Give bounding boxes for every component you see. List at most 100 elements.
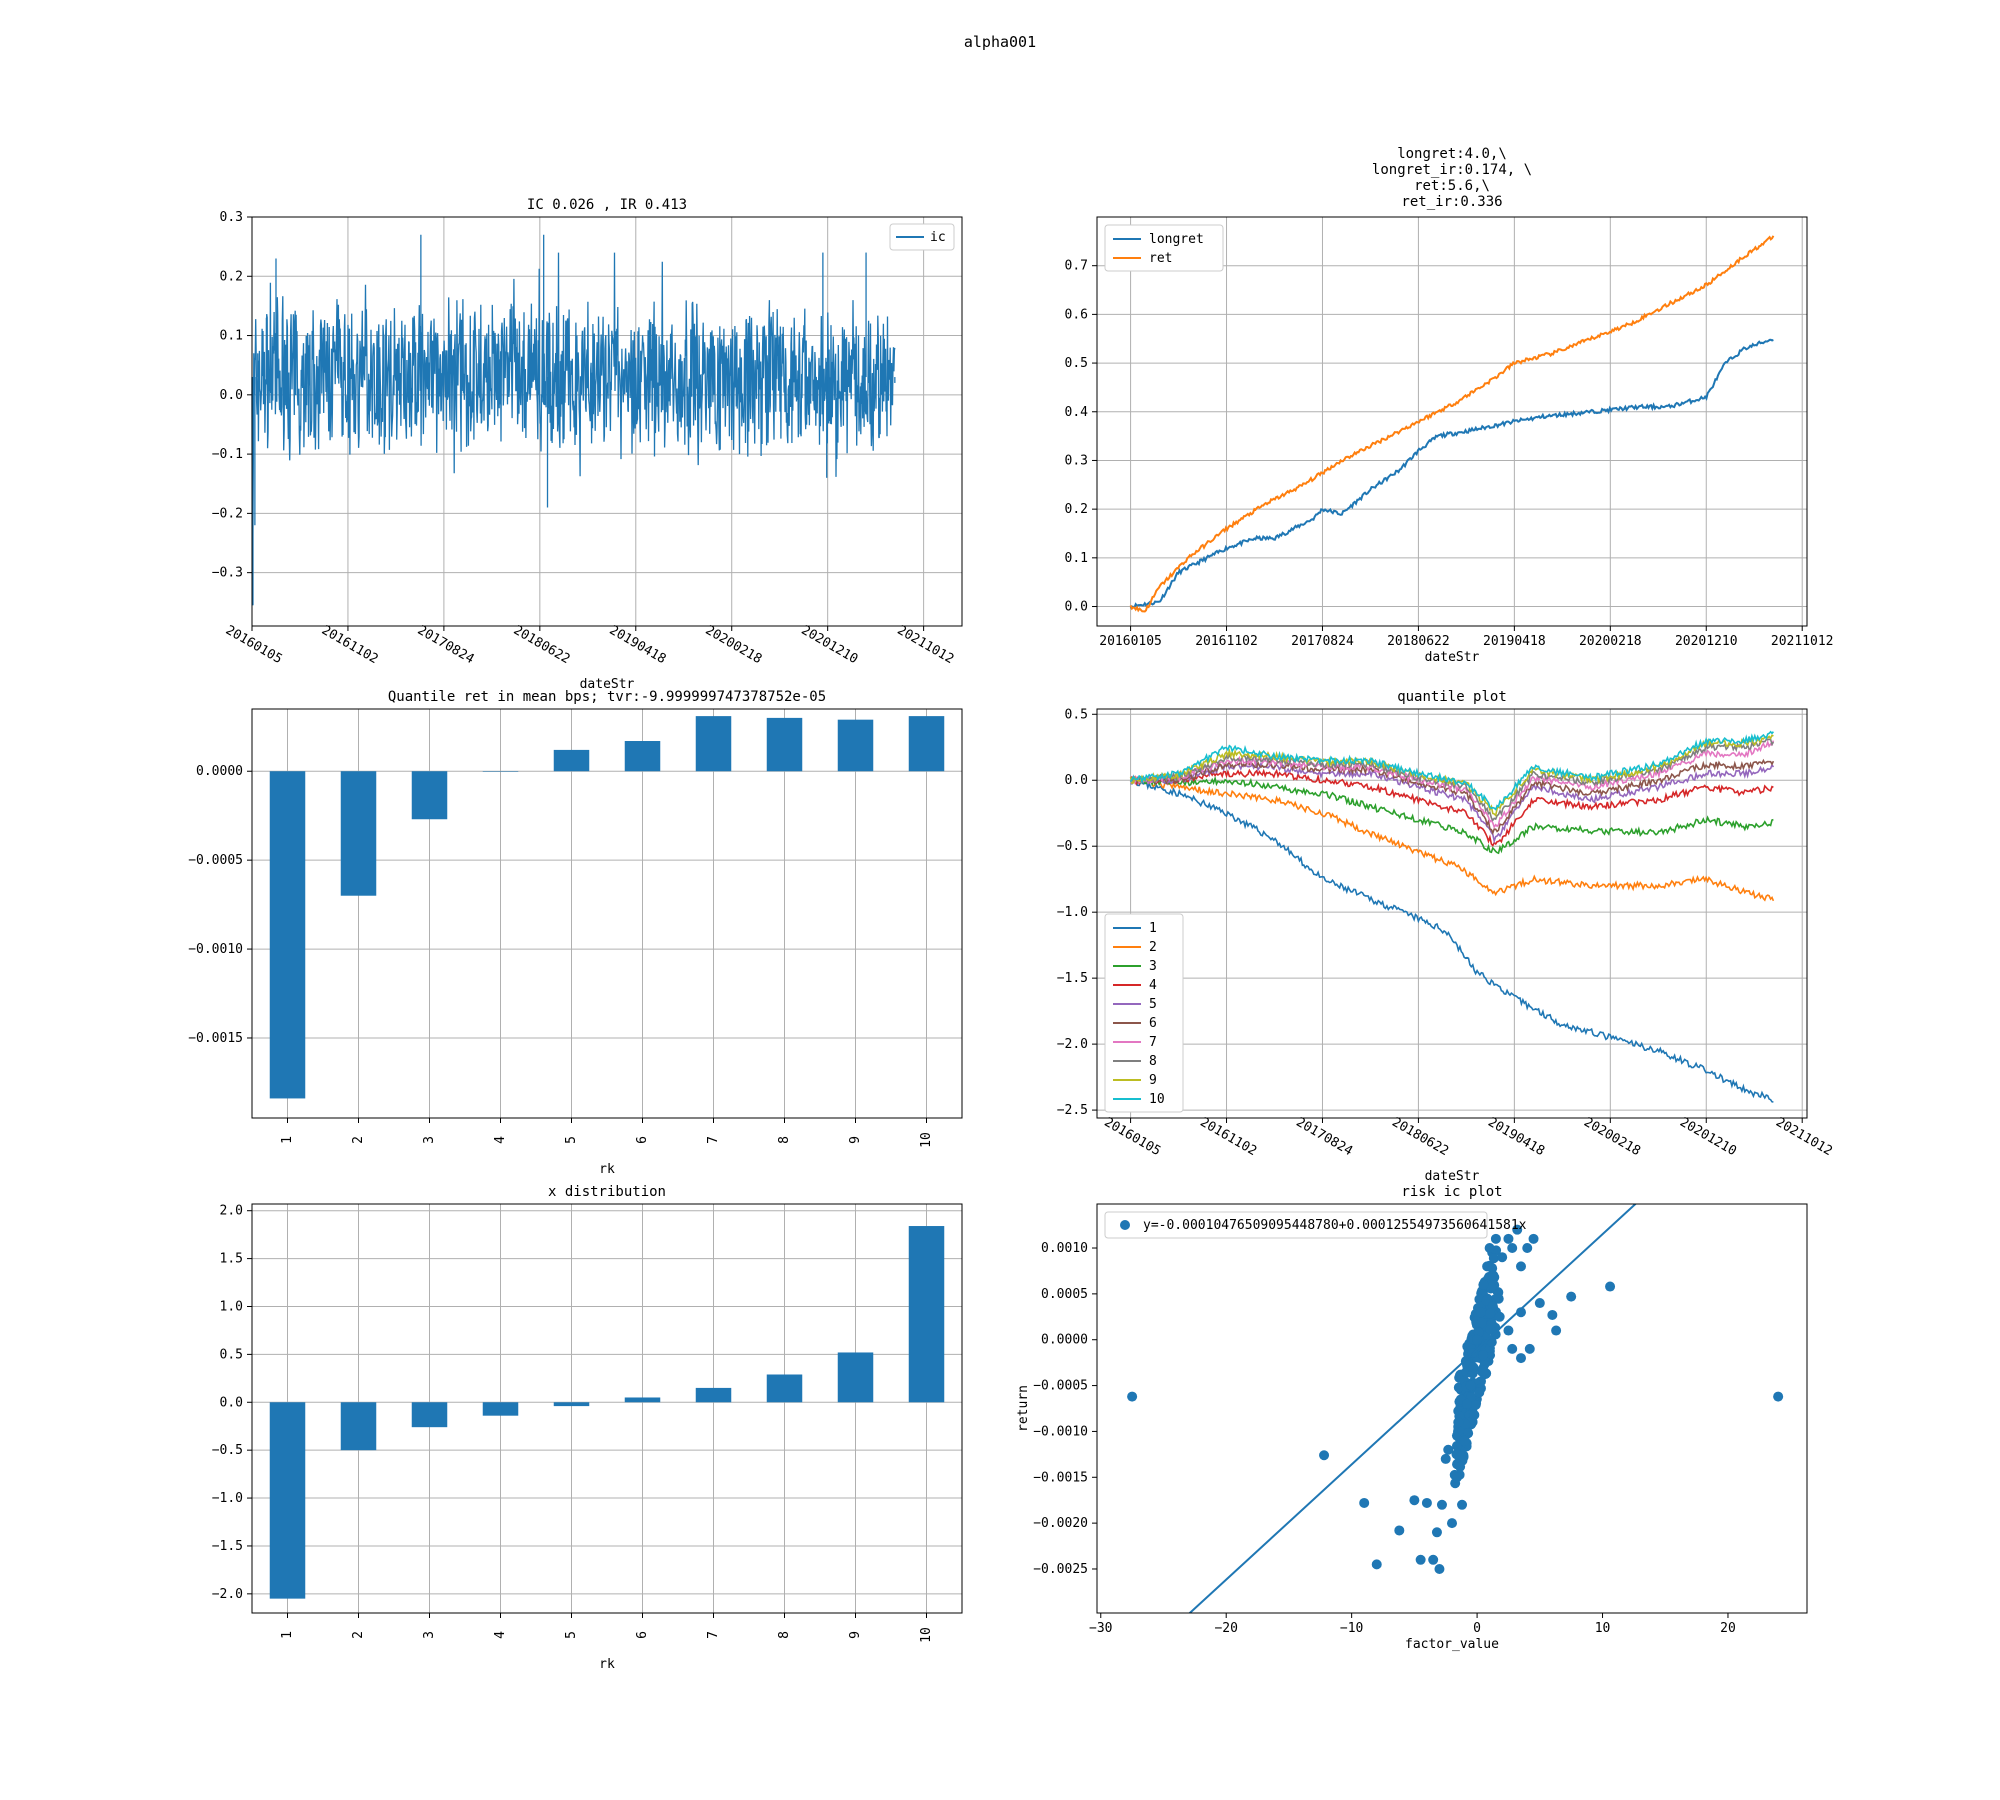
x-tick-label: 20170824 bbox=[1293, 1115, 1355, 1159]
x-axis-label: factor_value bbox=[1405, 1637, 1499, 1652]
legend-label: 6 bbox=[1149, 1016, 1157, 1031]
bar-rk-6 bbox=[624, 1397, 661, 1403]
legend-label: 4 bbox=[1149, 978, 1157, 993]
bar-rk-9 bbox=[837, 719, 874, 772]
legend-label: longret bbox=[1149, 232, 1204, 247]
scatter-point bbox=[1452, 1472, 1463, 1483]
chart-title: IC 0.026 , IR 0.413 bbox=[527, 197, 687, 213]
legend-label: 8 bbox=[1149, 1054, 1157, 1069]
scatter-point bbox=[1453, 1382, 1464, 1393]
x-tick-label: 8 bbox=[777, 1631, 792, 1639]
x-tick-label: 20200218 bbox=[1581, 1115, 1643, 1159]
scatter-point bbox=[1515, 1261, 1526, 1272]
axes-frame bbox=[251, 1203, 963, 1614]
x-tick-label: 4 bbox=[493, 1631, 508, 1639]
y-tick-label: 0.6 bbox=[1065, 307, 1088, 322]
x-tick-label: 20190418 bbox=[1485, 1115, 1547, 1159]
y-tick-label: 0.0 bbox=[1065, 600, 1088, 615]
scatter-point bbox=[1485, 1324, 1496, 1335]
y-tick-label: 0.2 bbox=[220, 269, 243, 284]
y-tick-label: −0.2 bbox=[212, 506, 243, 521]
x-tick-label: 20160105 bbox=[223, 623, 285, 667]
quantile-line-4 bbox=[1129, 768, 1774, 848]
scatter-point bbox=[1488, 1270, 1499, 1281]
scatter-point bbox=[1359, 1497, 1370, 1508]
y-tick-label: 0.4 bbox=[1065, 405, 1089, 420]
scatter-point bbox=[1453, 1417, 1464, 1428]
scatter-point bbox=[1490, 1233, 1501, 1244]
x-tick-label: 0 bbox=[1473, 1621, 1481, 1636]
scatter-point bbox=[1484, 1243, 1495, 1254]
x-tick-label: 20170824 bbox=[1291, 634, 1354, 649]
y-tick-label: 0.0010 bbox=[1041, 1241, 1088, 1256]
x-tick-label: 1 bbox=[280, 1631, 295, 1639]
bar-rk-5 bbox=[553, 749, 590, 772]
scatter-point bbox=[1528, 1233, 1539, 1244]
scatter-point bbox=[1459, 1435, 1470, 1446]
x-tick-label: 20200218 bbox=[703, 623, 765, 667]
y-tick-label: −0.0005 bbox=[188, 853, 243, 868]
bar-rk-8 bbox=[766, 717, 803, 772]
legend-label: ret bbox=[1149, 251, 1172, 266]
y-tick-label: 0.3 bbox=[220, 210, 243, 225]
scatter-point bbox=[1773, 1391, 1784, 1402]
risk-ic-scatter-chart: −30 −20 −10 0 10 20 −0.0025 −0.0020 −0.0015 −0.00… bbox=[1016, 1184, 1808, 1652]
x-tick-label: 20190418 bbox=[607, 623, 669, 667]
legend-box bbox=[1104, 1211, 1488, 1239]
x-tick-label: 7 bbox=[706, 1631, 721, 1639]
x-tick-label: 10 bbox=[1595, 1621, 1611, 1636]
scatter-point bbox=[1566, 1291, 1577, 1302]
y-tick-label: 0.5 bbox=[220, 1347, 243, 1362]
x-axis-label: dateStr bbox=[580, 677, 635, 692]
scatter-point bbox=[1472, 1334, 1483, 1345]
bar-rk-1 bbox=[269, 1402, 306, 1599]
x-tick-label: 20161102 bbox=[1195, 634, 1258, 649]
axes-frame bbox=[1096, 708, 1808, 1119]
scatter-point bbox=[1512, 1224, 1523, 1235]
scatter-point bbox=[1470, 1399, 1481, 1410]
x-tick-label: 20211012 bbox=[1773, 1115, 1835, 1159]
scatter-point bbox=[1474, 1387, 1485, 1398]
y-tick-label: 0.0 bbox=[220, 388, 243, 403]
scatter-point bbox=[1507, 1243, 1518, 1254]
x-tick-label: 7 bbox=[706, 1136, 721, 1144]
x-tick-label: 9 bbox=[848, 1136, 863, 1144]
quantile-line-6 bbox=[1130, 758, 1775, 836]
scatter-point bbox=[1488, 1253, 1499, 1264]
x-tick-label: 5 bbox=[564, 1136, 579, 1144]
scatter-point bbox=[1481, 1295, 1492, 1306]
x-tick-label: 9 bbox=[848, 1631, 863, 1639]
chart-title-line: ret_ir:0.336 bbox=[1401, 194, 1502, 210]
x-axis-label: dateStr bbox=[1425, 1169, 1480, 1184]
y-tick-label: −0.0025 bbox=[1033, 1562, 1088, 1577]
x-tick-label: 20160105 bbox=[1101, 1115, 1163, 1159]
x-tick-label: 20170824 bbox=[415, 623, 477, 667]
x-tick-label: 8 bbox=[777, 1136, 792, 1144]
x-tick-label: 5 bbox=[564, 1631, 579, 1639]
y-tick-label: 0.0000 bbox=[196, 764, 243, 779]
bar-rk-7 bbox=[695, 1387, 732, 1403]
scatter-point bbox=[1486, 1282, 1497, 1293]
x-axis-label: rk bbox=[599, 1657, 615, 1672]
axes-frame bbox=[1096, 1203, 1808, 1614]
scatter-point bbox=[1440, 1453, 1451, 1464]
legend-box bbox=[1104, 913, 1184, 1113]
x-tick-label: 20201210 bbox=[799, 623, 861, 667]
bar-rk-10 bbox=[908, 1226, 945, 1403]
axes-frame bbox=[251, 216, 963, 627]
y-tick-label: −1.0 bbox=[1057, 905, 1088, 920]
x-tick-label: 20211012 bbox=[1771, 634, 1834, 649]
y-tick-label: 0.2 bbox=[1065, 502, 1088, 517]
x-tick-label: 20180622 bbox=[1389, 1115, 1451, 1159]
legend-label: ic bbox=[930, 230, 946, 245]
bar-rk-3 bbox=[411, 771, 448, 820]
x-tick-label: 2 bbox=[351, 1136, 366, 1144]
scatter-point bbox=[1451, 1449, 1462, 1460]
quantile-line-8 bbox=[1129, 738, 1775, 822]
bar-rk-4 bbox=[482, 771, 519, 772]
bar-rk-4 bbox=[482, 1402, 519, 1416]
bar-rk-5 bbox=[553, 1402, 590, 1407]
x-tick-label: −30 bbox=[1089, 1621, 1112, 1636]
scatter-point bbox=[1503, 1325, 1514, 1336]
x-tick-label: 20190418 bbox=[1483, 634, 1546, 649]
